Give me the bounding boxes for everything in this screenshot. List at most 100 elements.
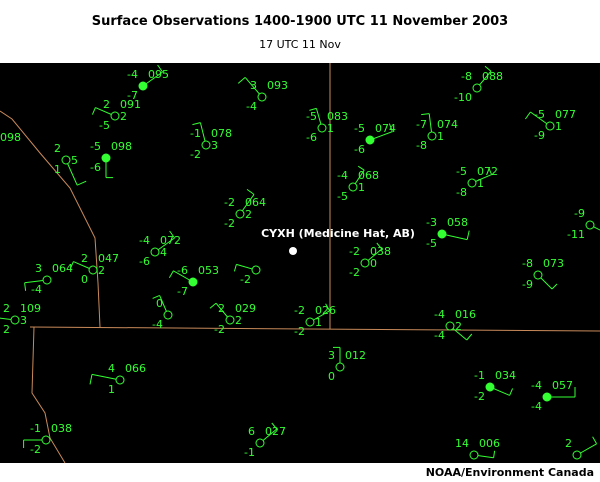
dewpoint: -4 [31, 283, 42, 296]
dewpoint: 1 [108, 383, 115, 396]
temperature: -8 [461, 70, 472, 83]
temperature: -9 [574, 207, 585, 220]
station-digit: 2 [120, 110, 127, 123]
temperature: 3 [35, 262, 42, 275]
station-circle [472, 83, 482, 93]
station-circle [61, 155, 71, 165]
border [0, 110, 101, 328]
pressure: 006 [479, 437, 500, 450]
temperature: -2 [349, 245, 360, 258]
station-circle [467, 178, 477, 188]
map: CYXH (Medicine Hat, AB) NOAA/Environment… [0, 63, 600, 479]
temperature: -7 [416, 118, 427, 131]
header: Surface Observations 1400-1900 UTC 11 No… [0, 0, 600, 63]
station-circle [110, 111, 120, 121]
dewpoint: -2 [349, 266, 360, 279]
pressure: 095 [148, 68, 169, 81]
wind-barb [157, 64, 164, 73]
pressure: 093 [267, 79, 288, 92]
temperature: -5 [354, 122, 365, 135]
wind-barb [168, 270, 174, 279]
wind-barb [192, 122, 201, 126]
wind-barb [309, 107, 317, 111]
temperature: 3 [250, 79, 257, 92]
dewpoint: -1 [244, 446, 255, 459]
dewpoint: -4 [434, 329, 445, 342]
pressure: 098 [111, 140, 132, 153]
temperature: 3 [328, 349, 335, 362]
dewpoint: -5 [426, 237, 437, 250]
station-digit: 2 [245, 208, 252, 221]
temperature: -4 [127, 68, 138, 81]
temperature: -8 [522, 257, 533, 270]
temperature: 2 [54, 142, 61, 155]
dewpoint: -7 [177, 285, 188, 298]
station-circle [335, 362, 345, 372]
temperature: 6 [248, 425, 255, 438]
pressure: 072 [477, 165, 498, 178]
pressure: 074 [437, 118, 458, 131]
station-circle [437, 229, 447, 239]
station-circle [360, 258, 370, 268]
dewpoint: -2 [294, 325, 305, 338]
dewpoint: -9 [522, 278, 533, 291]
dewpoint: -6 [306, 131, 317, 144]
temperature: 2 [103, 98, 110, 111]
dewpoint: 2 [3, 323, 10, 336]
temperature: 2 [565, 437, 572, 450]
pressure: 072 [160, 234, 181, 247]
wind-barb [152, 294, 160, 299]
station-circle [101, 153, 111, 163]
temperature: 14 [455, 437, 469, 450]
dewpoint: 0 [328, 370, 335, 383]
station-circle [138, 81, 148, 91]
station-circle [42, 275, 52, 285]
temperature: 2 [218, 302, 225, 315]
station-circle [348, 182, 358, 192]
pressure: 109 [20, 302, 41, 315]
station-marker [289, 247, 297, 255]
station-circle [545, 121, 555, 131]
temperature: -1 [190, 127, 201, 140]
wind-barb [76, 180, 87, 186]
map-background [0, 63, 600, 463]
temperature: -5 [456, 165, 467, 178]
wind-barb [421, 113, 430, 116]
temperature: 2 [81, 252, 88, 265]
station-circle [533, 270, 543, 280]
wind-barb [237, 77, 246, 84]
pressure: 068 [358, 169, 379, 182]
pressure: 073 [543, 257, 564, 270]
pressure: 064 [245, 196, 266, 209]
pressure: 058 [447, 216, 468, 229]
dewpoint: -11 [567, 228, 585, 241]
temperature: -1 [474, 369, 485, 382]
temperature: -5 [534, 108, 545, 121]
pressure: 027 [265, 425, 286, 438]
dewpoint: -4 [246, 100, 257, 113]
dewpoint: -2 [214, 323, 225, 336]
wind-barb [24, 282, 27, 291]
wind-barb [488, 167, 493, 175]
station-circle [485, 382, 495, 392]
station-digit: 1 [555, 120, 562, 133]
temperature: -6 [177, 264, 188, 277]
station-circle [115, 375, 125, 385]
temperature: -3 [426, 216, 437, 229]
temperature: 0 [156, 297, 163, 310]
wind-barb [376, 242, 383, 250]
station-circle [255, 438, 265, 448]
station-digit: 2 [235, 314, 242, 327]
pressure: 091 [120, 98, 141, 111]
station-circle [572, 450, 582, 460]
temperature: -5 [90, 140, 101, 153]
station-digit: 1 [358, 181, 365, 194]
station-circle [585, 220, 595, 230]
temperature: 4 [108, 362, 115, 375]
dewpoint: -5 [99, 119, 110, 132]
station-digit: 2 [98, 264, 105, 277]
station-circle [445, 321, 455, 331]
dewpoint: -5 [337, 190, 348, 203]
credit: NOAA/Environment Canada [426, 466, 594, 479]
